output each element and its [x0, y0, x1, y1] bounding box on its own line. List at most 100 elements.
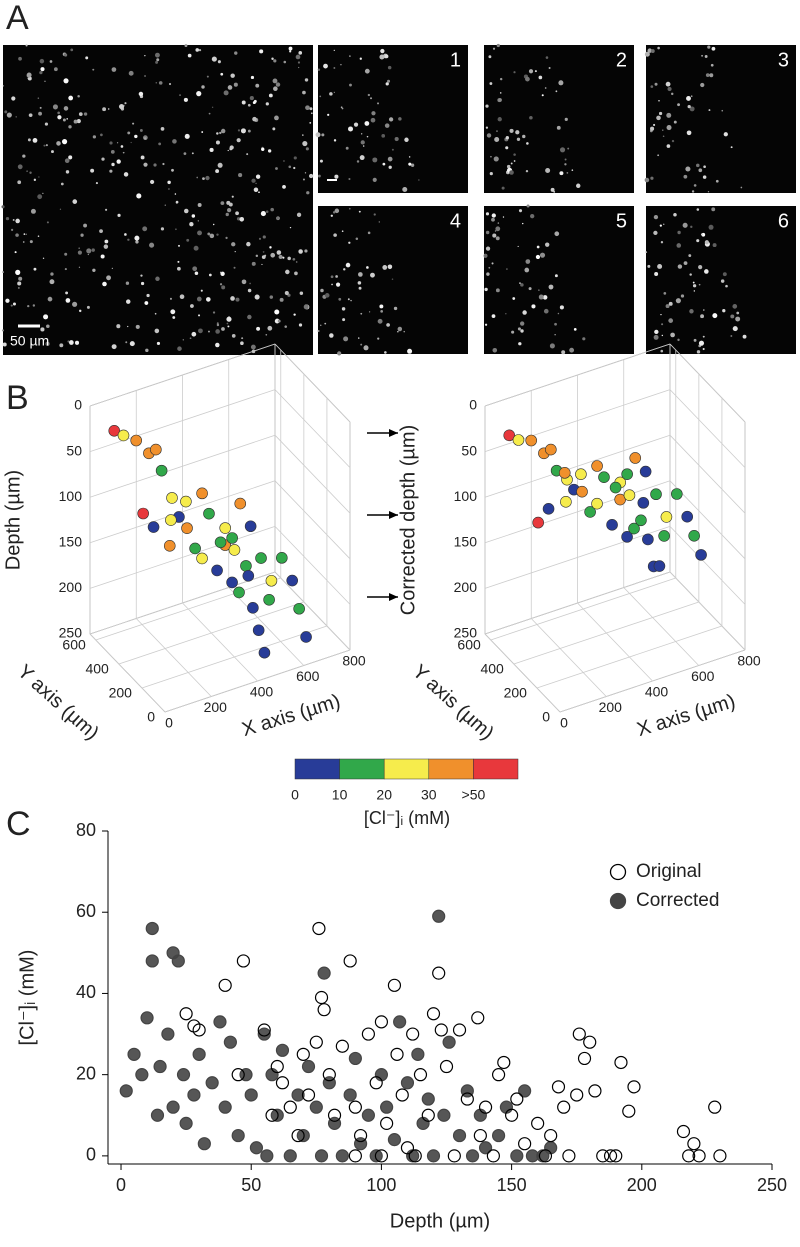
cell — [538, 75, 543, 80]
cell — [155, 60, 159, 64]
cell — [4, 110, 8, 114]
cell — [670, 332, 675, 338]
cell — [492, 47, 496, 50]
inset-label: 5 — [616, 210, 627, 232]
cell — [366, 135, 369, 138]
cell — [5, 298, 10, 303]
cell — [522, 310, 527, 315]
cell — [208, 273, 212, 277]
cell — [645, 251, 648, 253]
cell — [505, 313, 507, 315]
cell — [511, 330, 515, 334]
cell — [67, 340, 70, 343]
cell — [10, 304, 13, 307]
cell — [348, 241, 351, 244]
cell — [183, 97, 188, 102]
cell-point — [196, 487, 208, 500]
cell — [215, 342, 220, 348]
cell — [559, 171, 564, 176]
data-point — [291, 1088, 305, 1102]
cell — [688, 254, 692, 258]
cell — [660, 349, 664, 353]
cell — [154, 52, 160, 58]
cell — [380, 48, 385, 54]
cell — [296, 212, 302, 217]
grid-line — [164, 649, 351, 713]
cell — [404, 137, 409, 142]
data-point — [426, 1149, 441, 1163]
cell — [116, 159, 121, 164]
cell — [42, 192, 44, 194]
x-tick-label: 400 — [250, 684, 274, 700]
cell — [80, 233, 84, 237]
grid-line — [536, 625, 723, 689]
cell — [491, 217, 495, 222]
cell — [44, 80, 46, 82]
cell — [701, 54, 704, 57]
cell-point — [300, 631, 312, 643]
x-tick-label: 0 — [165, 715, 173, 731]
cell — [158, 142, 162, 146]
data-point — [538, 1149, 553, 1163]
cell — [494, 137, 500, 142]
cell — [142, 226, 148, 232]
y-tick-label: 60 — [76, 901, 96, 921]
cell — [201, 131, 204, 133]
cell — [220, 128, 226, 134]
cell — [231, 334, 236, 338]
cell — [653, 123, 656, 127]
cell — [32, 137, 38, 143]
x-tick-label: 250 — [757, 1175, 787, 1195]
cell — [172, 316, 176, 319]
cell — [177, 260, 180, 263]
colorbar-tick-label: 10 — [332, 787, 348, 803]
cell — [509, 170, 514, 175]
cell — [175, 228, 177, 231]
cell — [407, 348, 413, 354]
cell-point — [542, 503, 555, 515]
cell — [233, 82, 238, 87]
cell-point — [263, 593, 275, 606]
cell — [303, 304, 309, 310]
cell — [659, 224, 662, 227]
colorbar-bin — [473, 758, 519, 780]
cell — [385, 82, 389, 86]
cell — [658, 99, 660, 102]
inset-label: 4 — [450, 210, 461, 232]
cell — [167, 180, 171, 185]
data-point — [327, 1108, 342, 1122]
data-point — [374, 1015, 389, 1029]
cell — [302, 134, 304, 136]
cell — [102, 281, 107, 287]
cell — [144, 75, 147, 77]
data-point — [369, 1149, 383, 1163]
cell — [46, 221, 49, 224]
cell — [111, 344, 117, 350]
legend-marker — [609, 892, 627, 910]
cell — [64, 252, 68, 256]
cell — [15, 218, 20, 224]
data-point — [400, 1076, 415, 1090]
cell — [45, 144, 48, 147]
z-axis-label: Depth (µm) — [2, 470, 24, 570]
cell — [302, 140, 308, 147]
cell — [155, 276, 160, 282]
cell — [703, 165, 706, 169]
cell — [689, 106, 695, 112]
cell — [567, 147, 570, 150]
cell — [63, 78, 69, 84]
image — [646, 45, 796, 193]
colorbar-label: [Cl⁻]ᵢ (mM) — [364, 808, 450, 828]
cell — [287, 256, 291, 261]
cell — [216, 132, 219, 135]
cell — [693, 338, 697, 342]
cell — [366, 266, 369, 269]
cell — [183, 152, 187, 156]
cell — [730, 146, 733, 149]
data-point — [596, 1149, 610, 1163]
cell-point — [130, 434, 143, 447]
data-point — [478, 1141, 493, 1155]
cell — [370, 117, 376, 123]
y-tick-label: 600 — [457, 637, 481, 653]
data-point — [335, 1149, 349, 1163]
